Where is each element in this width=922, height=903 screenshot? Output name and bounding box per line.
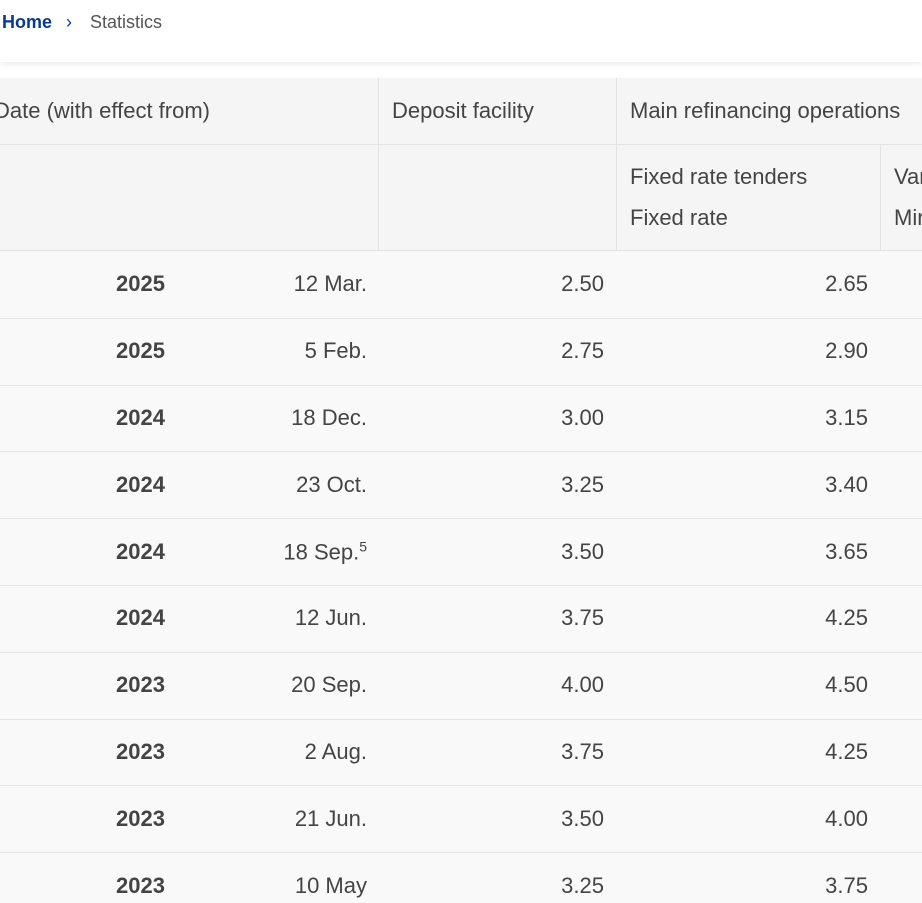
header-date: Date (with effect from)	[0, 98, 210, 123]
deposit-rate: 2.75	[561, 338, 604, 364]
year: 2024	[116, 605, 165, 631]
deposit-rate: 2.50	[561, 271, 604, 297]
date: 20 Sep.	[291, 672, 367, 698]
column-border	[880, 145, 881, 251]
row-border	[0, 518, 922, 519]
date: 18 Sep.5	[283, 538, 367, 565]
date-text: 5 Feb.	[304, 338, 367, 364]
row-border	[0, 785, 922, 786]
header-fixed-tenders: Fixed rate tenders	[630, 164, 808, 189]
date: 21 Jun.	[295, 806, 367, 832]
row-border	[0, 852, 922, 853]
date: 5 Feb.	[305, 338, 367, 364]
deposit-rate: 3.25	[561, 872, 604, 898]
deposit-rate: 3.75	[561, 605, 604, 631]
year: 2024	[116, 405, 165, 430]
date-text: 23 Oct.	[296, 471, 367, 497]
date: 12 Mar.	[294, 271, 367, 297]
date: 23 Oct.	[296, 472, 367, 498]
mro-rate: 2.65	[825, 271, 868, 297]
date-text: 12 Mar.	[293, 271, 367, 297]
footnote[interactable]: 5	[359, 537, 367, 554]
row-border	[0, 585, 922, 586]
home-link[interactable]: Home	[2, 12, 53, 32]
year: 2024	[116, 538, 165, 564]
mro-rate: 4.50	[825, 672, 868, 698]
deposit-rate: 3.75	[561, 739, 604, 764]
rates-table: Date (with effect from) Deposit facility…	[0, 78, 922, 903]
header-deposit: Deposit facility	[392, 98, 534, 123]
row-border	[0, 385, 922, 386]
header-fixed-rate: Fixed rate	[630, 205, 728, 230]
year: 2023	[116, 739, 165, 764]
deposit-rate: 3.00	[561, 405, 604, 430]
mro-rate: 4.00	[825, 805, 868, 831]
year: 2024	[116, 471, 165, 497]
mro-rate: 3.40	[825, 471, 868, 497]
date-text: 2 Aug.	[304, 739, 367, 764]
row-border	[0, 250, 922, 251]
header-variable-tenders: Variable rate tenders	[894, 164, 922, 189]
mro-rate: 2.90	[825, 338, 868, 364]
date: 18 Dec.	[291, 405, 367, 431]
date-text: 18 Sep.	[283, 539, 360, 565]
year: 2025	[116, 338, 165, 364]
year: 2023	[116, 672, 165, 698]
column-border	[616, 78, 617, 251]
year: 2023	[116, 872, 165, 898]
date-text: 18 Dec.	[291, 405, 367, 430]
deposit-rate: 3.50	[561, 805, 604, 831]
row-border	[0, 144, 922, 145]
header-minimum-bid: Minimum bid rate	[894, 205, 922, 230]
year: 2025	[116, 271, 165, 297]
date-text: 20 Sep.	[291, 672, 367, 698]
date-text: 12 Jun.	[294, 605, 367, 631]
date: 12 Jun.	[295, 605, 367, 631]
row-border	[0, 318, 922, 319]
header-mro: Main refinancing operations	[630, 98, 901, 123]
header-background	[0, 78, 922, 251]
deposit-rate: 4.00	[561, 672, 604, 698]
mro-rate: 3.15	[825, 405, 868, 430]
separator: ›	[66, 12, 72, 32]
date-text: 21 Jun.	[294, 805, 367, 831]
column-border	[378, 78, 379, 251]
mro-rate: 3.65	[825, 538, 868, 564]
row-border	[0, 652, 922, 653]
year: 2023	[116, 805, 165, 831]
date: 10 May	[295, 873, 367, 899]
mro-rate: 4.25	[825, 605, 868, 631]
current-page: Statistics	[90, 12, 163, 32]
row-border	[0, 719, 922, 720]
date-text: 10 May	[294, 872, 367, 898]
deposit-rate: 3.25	[561, 471, 604, 497]
mro-rate: 3.75	[825, 872, 868, 898]
date: 2 Aug.	[305, 739, 367, 765]
row-border	[0, 451, 922, 452]
breadcrumb: Home › Statistics	[0, 0, 922, 62]
deposit-rate: 3.50	[561, 538, 604, 564]
mro-rate: 4.25	[825, 739, 868, 764]
